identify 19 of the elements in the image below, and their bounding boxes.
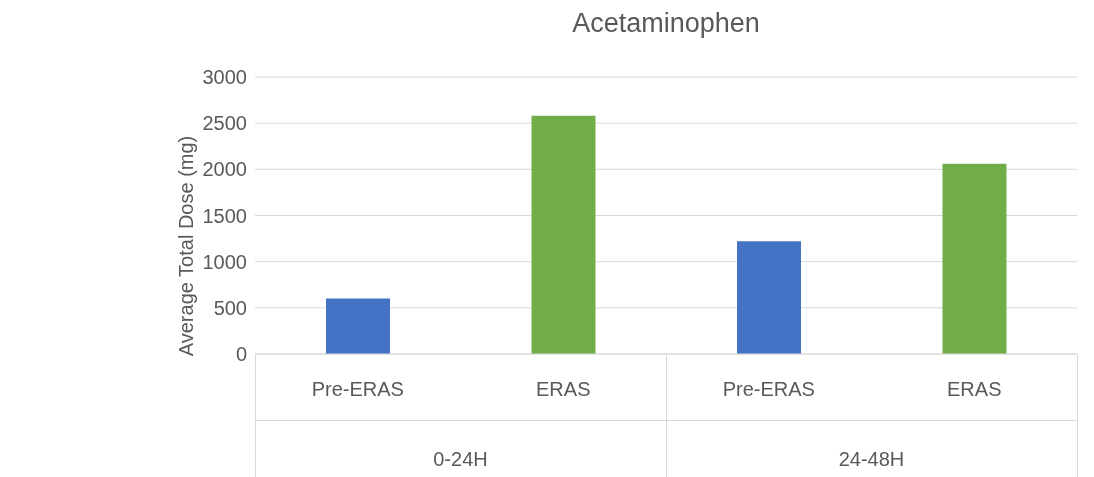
bar	[737, 241, 801, 354]
x-tick-label: ERAS	[947, 378, 1002, 401]
text: 24-48H	[837, 448, 906, 471]
x-tick-label: Pre-ERAS	[311, 378, 404, 401]
chart-title: Acetaminophen	[571, 8, 761, 39]
x-tick-label: Pre-ERAS	[722, 378, 815, 401]
bar	[531, 115, 596, 354]
y-tick-label: 1000	[202, 250, 247, 273]
y-axis-title: Average Total Dose (mg)	[174, 135, 198, 356]
y-tick-label: 1500	[202, 204, 247, 227]
text: 0-24H	[432, 448, 489, 471]
y-tick-label: 0	[235, 343, 247, 366]
y-tick-label: 500	[213, 296, 247, 319]
y-tick-label: 2000	[202, 158, 247, 181]
bar	[326, 298, 390, 354]
y-tick-label: 3000	[202, 66, 247, 89]
y-tick-label: 2500	[202, 112, 247, 135]
x-tick-label: ERAS	[536, 378, 591, 401]
bar	[942, 163, 1007, 354]
